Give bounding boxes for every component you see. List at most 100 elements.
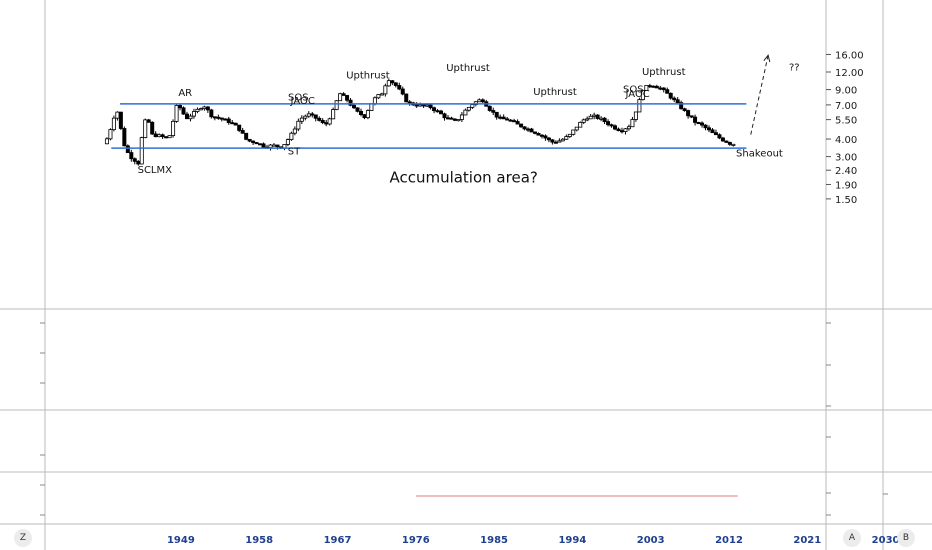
candle-body	[223, 118, 228, 121]
annotation-label: AR	[178, 88, 192, 99]
candle-body	[647, 85, 652, 88]
candle-body	[546, 137, 551, 141]
candle-body	[567, 133, 572, 137]
candlestick-series	[104, 79, 736, 166]
candle-body	[404, 93, 409, 103]
candle-body	[285, 139, 290, 145]
candle-body	[233, 122, 238, 126]
x-tick-label: 1985	[480, 535, 508, 546]
candle-body	[633, 111, 638, 120]
candle-body	[362, 114, 367, 119]
candle-body	[459, 114, 464, 120]
candle-body	[407, 101, 412, 104]
candle-body	[700, 122, 705, 126]
candle-body	[522, 126, 527, 130]
candle-body	[386, 80, 391, 87]
candle-body	[376, 94, 381, 99]
candle-body	[571, 129, 576, 135]
candle-body	[146, 119, 151, 123]
candle-body	[320, 120, 325, 123]
candle-body	[727, 142, 732, 145]
candle-body	[198, 108, 203, 111]
candle-body	[696, 122, 701, 125]
candle-body	[240, 130, 245, 134]
candle-body	[365, 110, 370, 119]
candle-body	[445, 117, 450, 120]
candle-body	[686, 110, 691, 117]
candle-body	[150, 121, 155, 135]
candle-body	[191, 111, 196, 117]
candle-body	[331, 109, 336, 120]
candle-body	[136, 160, 141, 165]
candle-body	[334, 100, 339, 110]
candle-body	[390, 80, 395, 84]
candle-body	[425, 104, 430, 107]
annotation-label: Upthrust	[642, 67, 686, 78]
y-tick-label: 1.90	[835, 180, 857, 191]
candle-body	[519, 123, 524, 128]
candle-body	[675, 99, 680, 104]
candle-body	[713, 132, 718, 136]
candle-body	[480, 99, 485, 103]
candle-body	[654, 85, 659, 89]
lower-pane-ticks	[40, 322, 888, 516]
candle-body	[550, 139, 555, 143]
candle-body	[452, 118, 457, 121]
candle-body	[379, 93, 384, 96]
candle-body	[661, 87, 666, 91]
candle-body	[731, 143, 736, 146]
x-tick-label: 1994	[558, 535, 586, 546]
candle-body	[184, 113, 189, 120]
annotation-label: SOS	[623, 84, 644, 95]
candle-body	[327, 118, 332, 125]
candle-body	[609, 124, 614, 127]
x-tick-label: 2003	[637, 535, 665, 546]
x-tick-label: 2030	[872, 535, 900, 546]
annotation-label: SOS	[288, 93, 309, 104]
candle-body	[498, 116, 503, 119]
candle-body	[706, 127, 711, 131]
candle-body	[139, 137, 144, 165]
candle-body	[188, 115, 193, 120]
candle-body	[216, 116, 221, 119]
candle-body	[651, 85, 656, 88]
zoom-reset-button[interactable]: Z	[14, 529, 32, 547]
candle-body	[560, 138, 565, 142]
x-tick-label: 1958	[245, 535, 273, 546]
candle-body	[602, 117, 607, 122]
candle-body	[508, 119, 513, 122]
b-button[interactable]: B	[897, 529, 915, 547]
candle-body	[578, 121, 583, 128]
candle-body	[435, 110, 440, 113]
candle-body	[125, 145, 130, 153]
candle-body	[463, 109, 468, 116]
candle-body	[564, 136, 569, 140]
candle-body	[501, 116, 506, 120]
candle-body	[626, 126, 631, 130]
projection-arrow	[750, 54, 771, 135]
auto-scale-button[interactable]: A	[843, 529, 861, 547]
candle-body	[209, 109, 214, 118]
x-tick-label: 1949	[167, 535, 195, 546]
candle-body	[397, 85, 402, 90]
candle-body	[606, 121, 611, 126]
candle-body	[383, 85, 388, 95]
candle-body	[532, 131, 537, 134]
candle-body	[644, 85, 649, 91]
annotation-label: ??	[789, 63, 800, 74]
x-axis: 1949 1958 1967 1976 1985 1994 2003 2012 2021 2030	[167, 535, 900, 546]
y-axis: 16.00 12.00 9.00 7.00 5.50 4.00 3.00 2.40 1.90 1.…	[826, 50, 864, 206]
candle-body	[338, 93, 343, 102]
annotation-label: JAOC	[625, 89, 650, 100]
candle-body	[557, 140, 562, 143]
candle-body	[369, 103, 374, 111]
candle-body	[400, 88, 405, 95]
candle-body	[202, 106, 207, 109]
candle-body	[171, 120, 176, 137]
candle-body	[178, 104, 183, 109]
y-tick-label: 16.00	[835, 50, 864, 61]
candle-body	[341, 93, 346, 96]
